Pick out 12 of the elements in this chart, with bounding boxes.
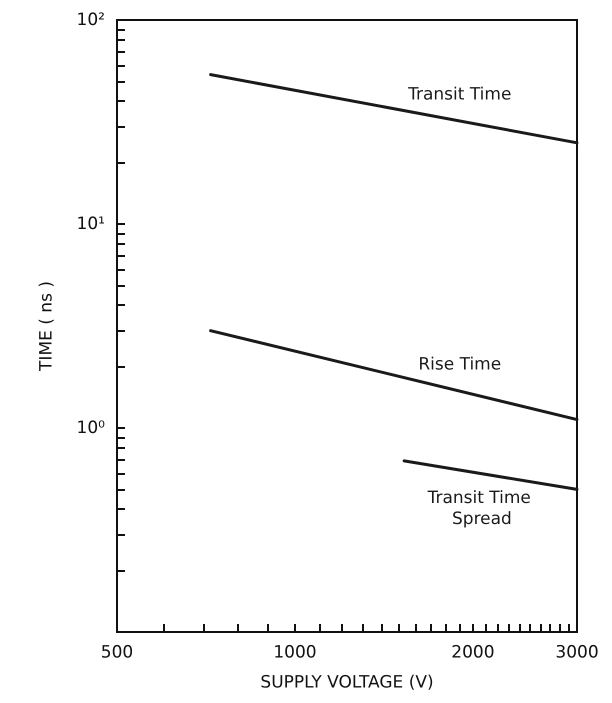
series-label: Transit Time	[407, 84, 512, 104]
y-tick-label: 10²	[76, 10, 105, 30]
x-axis-title: SUPPLY VOLTAGE (V)	[260, 672, 434, 692]
x-tick-label: 3000	[555, 642, 599, 662]
x-tick-label: 500	[100, 642, 134, 662]
series-label: Rise Time	[418, 354, 502, 375]
series-label: Transit Time Spread	[426, 488, 536, 530]
x-tick-label: 2000	[451, 642, 495, 662]
y-axis-title: TIME ( ns )	[36, 281, 56, 372]
y-tick-label: 10¹	[76, 214, 105, 234]
x-tick-label: 1000	[273, 642, 317, 662]
y-tick-label: 10⁰	[76, 418, 106, 438]
